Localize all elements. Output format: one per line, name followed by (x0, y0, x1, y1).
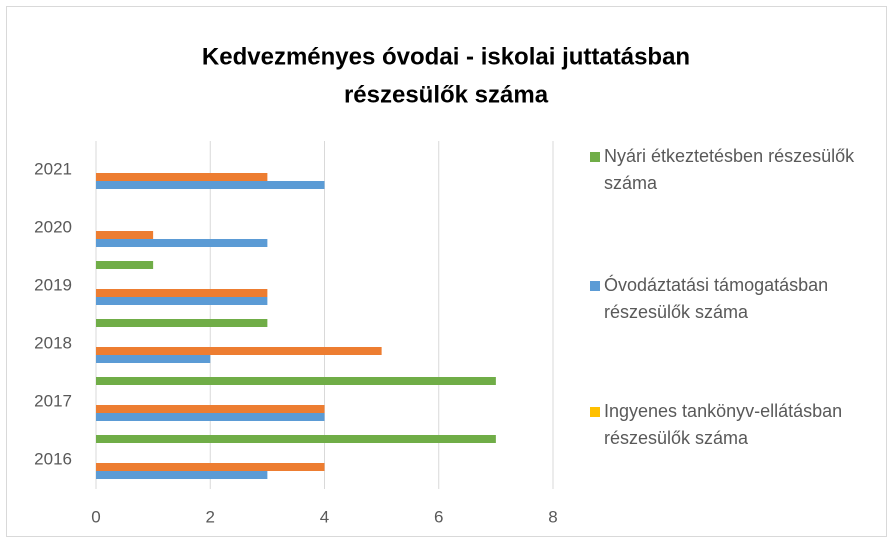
chart-title: Kedvezményes óvodai - iskolai juttatásba… (202, 43, 690, 70)
x-tick-label: 0 (91, 507, 100, 526)
bar (96, 377, 496, 385)
legend-swatch (590, 407, 600, 417)
bar (96, 435, 496, 443)
bar (96, 231, 154, 239)
bar (96, 173, 268, 181)
bar (96, 413, 325, 421)
bar (96, 261, 154, 269)
bar (96, 181, 325, 189)
bar (96, 471, 268, 479)
legend-entry: Nyári étkeztetésben részesülők száma (590, 143, 874, 197)
legend-entry: Óvodáztatási támogatásban részesülők szá… (590, 272, 874, 326)
legend-swatch (590, 281, 600, 291)
bar (96, 463, 325, 471)
y-tick-label: 2020 (34, 217, 72, 236)
bar (96, 289, 268, 297)
bar (96, 347, 382, 355)
legend-label: Ingyenes tankönyv-ellátásban részesülők … (604, 401, 843, 448)
bar (96, 355, 211, 363)
bar (96, 405, 325, 413)
legend-entry: Ingyenes tankönyv-ellátásban részesülők … (590, 398, 874, 452)
y-tick-label: 2021 (34, 159, 72, 178)
y-tick-label: 2016 (34, 449, 72, 468)
y-tick-label: 2018 (34, 333, 72, 352)
x-tick-label: 6 (434, 507, 443, 526)
legend-label: Nyári étkeztetésben részesülők száma (604, 146, 855, 193)
bar (96, 239, 268, 247)
chart-title: részesülők száma (344, 81, 549, 108)
bar (96, 297, 268, 305)
y-tick-label: 2019 (34, 275, 72, 294)
bar (96, 319, 268, 327)
x-tick-label: 8 (548, 507, 557, 526)
x-tick-label: 2 (206, 507, 215, 526)
chart-border (6, 6, 887, 537)
legend-swatch (590, 152, 600, 162)
legend-label: Óvodáztatási támogatásban részesülők szá… (604, 275, 829, 322)
y-tick-label: 2017 (34, 391, 72, 410)
x-tick-label: 4 (320, 507, 329, 526)
